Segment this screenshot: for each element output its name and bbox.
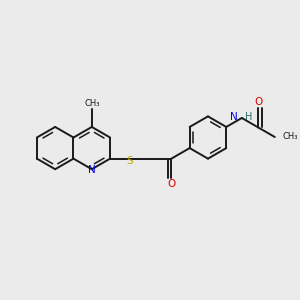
Text: CH₃: CH₃ [283, 133, 298, 142]
Text: N: N [230, 112, 238, 122]
Text: O: O [167, 179, 176, 189]
Text: N: N [88, 165, 96, 175]
Text: O: O [254, 97, 262, 107]
Text: S: S [127, 156, 134, 166]
Text: CH₃: CH₃ [84, 99, 100, 108]
Text: H: H [245, 112, 252, 122]
